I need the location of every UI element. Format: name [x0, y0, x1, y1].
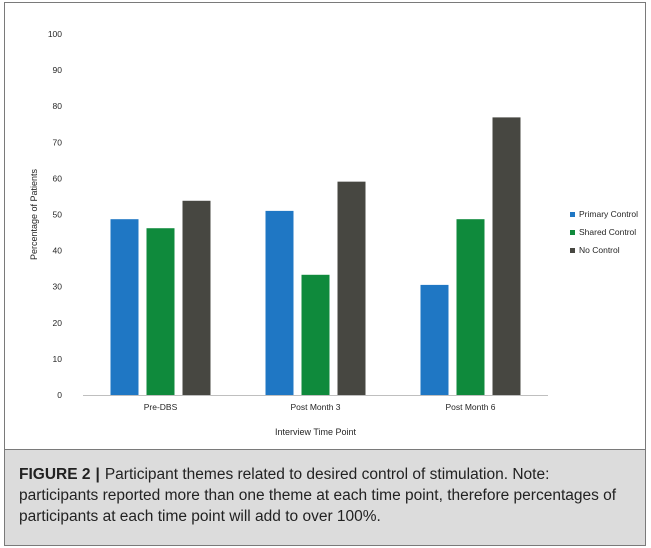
chart-panel: Percentage of Patients 0 10 20 30 40 50 60 70 80… [4, 2, 646, 449]
bar-no-control-post-month-6 [492, 117, 521, 396]
y-tick-label: 10 [53, 354, 63, 364]
y-tick-label: 70 [53, 137, 63, 147]
y-tick-label: 30 [53, 282, 63, 292]
legend-swatch [570, 248, 575, 253]
bar-primary-control-post-month-6 [420, 284, 449, 395]
bar-primary-control-pre-dbs [110, 219, 139, 395]
x-tick-label: Post Month 6 [445, 402, 495, 412]
legend-label: Shared Control [579, 227, 636, 237]
legend-swatch [570, 212, 575, 217]
legend-swatch [570, 230, 575, 235]
bar-no-control-post-month-3 [337, 181, 366, 395]
bar-no-control-pre-dbs [182, 200, 211, 395]
y-tick-label: 90 [53, 65, 63, 75]
legend-label: No Control [579, 245, 620, 255]
y-tick-label: 20 [53, 318, 63, 328]
y-tick-label: 60 [53, 173, 63, 183]
x-tick-label: Post Month 3 [290, 402, 340, 412]
y-tick-label: 80 [53, 101, 63, 111]
bar-shared-control-post-month-6 [456, 219, 485, 395]
y-axis-title: Percentage of Patients [29, 168, 39, 260]
bar-chart: Percentage of Patients 0 10 20 30 40 50 60 70 80… [29, 29, 638, 437]
y-tick-label: 100 [48, 29, 62, 39]
figure: Percentage of Patients 0 10 20 30 40 50 60 70 80… [4, 2, 646, 546]
bar-shared-control-post-month-3 [301, 274, 330, 395]
x-tick-label: Pre-DBS [144, 402, 178, 412]
bar-primary-control-post-month-3 [265, 210, 294, 395]
y-tick-label: 0 [57, 390, 62, 400]
x-axis-title: Interview Time Point [275, 427, 357, 437]
legend-label: Primary Control [579, 209, 638, 219]
y-tick-label: 40 [53, 246, 63, 256]
y-tick-label: 50 [53, 210, 63, 220]
caption-label: FIGURE 2 [19, 466, 91, 483]
figure-caption: FIGURE 2 | Participant themes related to d… [4, 449, 646, 546]
caption-separator: | [95, 466, 100, 483]
bar-shared-control-pre-dbs [146, 228, 175, 395]
caption-text: Participant themes related to desired co… [19, 466, 617, 525]
